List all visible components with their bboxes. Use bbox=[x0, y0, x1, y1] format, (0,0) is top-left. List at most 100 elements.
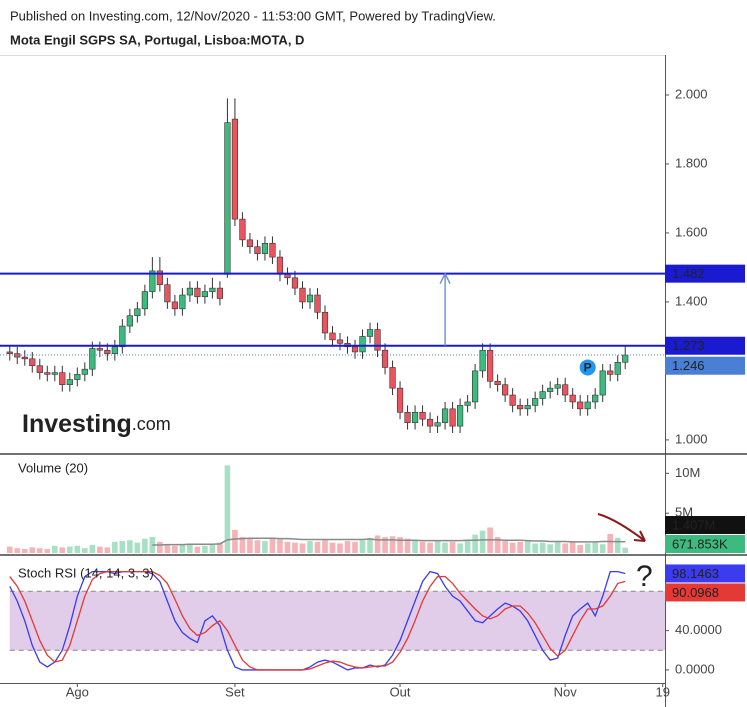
candle-body bbox=[622, 354, 629, 363]
target-arrow bbox=[439, 272, 451, 346]
candle-body bbox=[239, 218, 246, 241]
volume-bar bbox=[314, 541, 321, 553]
volume-bar bbox=[472, 534, 478, 553]
volume-bar bbox=[89, 545, 96, 553]
value-box bbox=[665, 336, 745, 355]
candle-body bbox=[186, 287, 193, 296]
volume-bar bbox=[479, 530, 486, 553]
candle-body bbox=[284, 274, 291, 279]
y-tick-label: 40.0000 bbox=[675, 622, 722, 637]
volume-bar bbox=[21, 549, 28, 553]
hand-drawn-arrow bbox=[597, 513, 646, 542]
candle-body bbox=[381, 349, 389, 368]
volume-bar bbox=[59, 547, 66, 553]
value-box bbox=[665, 516, 745, 534]
candle-body bbox=[614, 361, 621, 375]
candle-body bbox=[59, 372, 66, 386]
candle-body bbox=[96, 348, 103, 351]
candle-body bbox=[81, 368, 88, 375]
panel bbox=[9, 570, 665, 671]
value-box bbox=[665, 535, 745, 553]
volume-bar bbox=[592, 542, 598, 553]
candle-body bbox=[254, 246, 261, 254]
volume-bar bbox=[217, 542, 223, 553]
volume-bar bbox=[584, 543, 591, 553]
volume-bar bbox=[202, 545, 208, 553]
candle-body bbox=[149, 270, 156, 292]
volume-ma-line bbox=[152, 537, 626, 546]
volume-bar bbox=[51, 545, 58, 553]
volume-bar bbox=[134, 542, 141, 553]
volume-bar bbox=[502, 541, 508, 553]
y-tick-label: 10M bbox=[675, 465, 700, 480]
candle-body bbox=[21, 356, 28, 360]
volume-bar bbox=[449, 541, 456, 553]
candle-body bbox=[607, 370, 614, 375]
candle-body bbox=[44, 372, 51, 375]
volume-bar bbox=[532, 543, 538, 553]
volume-bar bbox=[6, 546, 13, 553]
y-tick-label: 2.000 bbox=[675, 86, 708, 101]
candle-body bbox=[156, 270, 163, 285]
volume-bar bbox=[299, 543, 306, 553]
candle-body bbox=[419, 411, 426, 420]
volume-bar bbox=[322, 540, 328, 553]
volume-bar bbox=[36, 548, 43, 553]
volume-bar bbox=[179, 544, 186, 553]
candle-body bbox=[464, 401, 471, 406]
published-line: Published on Investing.com, 12/Nov/2020 … bbox=[10, 8, 496, 23]
volume-bar bbox=[247, 537, 253, 553]
volume-bar bbox=[599, 544, 606, 553]
candle-body bbox=[89, 348, 96, 370]
symbol-title: Mota Engil SGPS SA, Portugal, Lisboa:MOT… bbox=[10, 32, 304, 47]
candle-body bbox=[487, 349, 494, 382]
candle-body bbox=[359, 336, 366, 353]
value-label: 1.407M bbox=[672, 517, 715, 532]
candle-body bbox=[6, 351, 13, 354]
candle-body bbox=[532, 398, 539, 406]
volume-bar bbox=[269, 538, 276, 553]
watermark-suffix: .com bbox=[132, 414, 171, 434]
volume-bar bbox=[164, 545, 171, 553]
candle-body bbox=[441, 408, 449, 423]
volume-bar bbox=[127, 540, 133, 553]
candle-body bbox=[119, 325, 126, 348]
candle-body bbox=[201, 291, 209, 298]
candle-body bbox=[404, 411, 411, 423]
candle-body bbox=[216, 287, 224, 299]
value-box bbox=[665, 564, 745, 583]
candle-body bbox=[261, 242, 269, 254]
volume-bar bbox=[419, 541, 426, 553]
x-tick-label: 19 bbox=[656, 684, 670, 699]
volume-bar bbox=[569, 541, 576, 553]
candle-body bbox=[51, 372, 58, 375]
candle-body bbox=[569, 394, 576, 403]
annotation: ? bbox=[636, 560, 653, 593]
x-tick-label: Out bbox=[390, 684, 411, 699]
volume-bar bbox=[262, 541, 268, 553]
volume-bar bbox=[434, 541, 441, 553]
candle-body bbox=[111, 346, 118, 354]
candle-body bbox=[539, 391, 546, 399]
volume-bar bbox=[517, 541, 523, 553]
marker-dot bbox=[579, 359, 596, 376]
marker-label: P bbox=[584, 361, 592, 375]
candle-body bbox=[456, 405, 464, 427]
volume-bar bbox=[412, 540, 418, 553]
volume-bar bbox=[344, 541, 351, 553]
candle-body bbox=[141, 291, 148, 310]
volume-bar bbox=[194, 546, 201, 553]
volume-bar bbox=[14, 548, 21, 553]
candle-body bbox=[134, 308, 141, 317]
candle-body bbox=[291, 277, 299, 289]
candle-body bbox=[554, 384, 561, 389]
candle-body bbox=[374, 329, 381, 351]
candle-body bbox=[104, 349, 111, 354]
candle-body bbox=[449, 408, 456, 427]
volume-bar bbox=[277, 539, 283, 553]
candle-body bbox=[179, 294, 186, 310]
volume-bar bbox=[292, 542, 298, 553]
value-box bbox=[665, 356, 745, 375]
value-label: 98.1463 bbox=[672, 566, 719, 581]
candle-body bbox=[351, 346, 359, 353]
